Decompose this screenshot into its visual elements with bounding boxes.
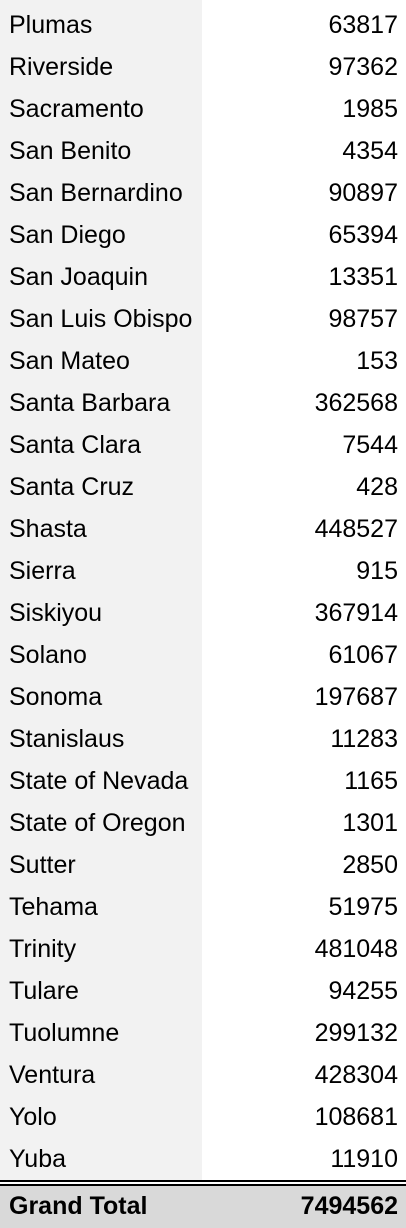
grand-total-value: 7494562	[300, 1192, 398, 1220]
row-value-cell: 367914	[314, 599, 398, 627]
row-value-cell: 1165	[344, 767, 398, 795]
table-row[interactable]: San Luis Obispo 98757	[0, 298, 406, 340]
row-label-cell: Siskiyou	[9, 599, 103, 627]
table-row[interactable]: State of Nevada 1165	[0, 760, 406, 802]
row-value-cell: 299132	[314, 1019, 398, 1047]
row-label-cell: State of Oregon	[9, 809, 186, 837]
row-label-cell: San Diego	[9, 221, 126, 249]
grand-total-label: Grand Total	[9, 1192, 148, 1220]
row-value-cell: 2850	[342, 851, 398, 879]
table-row[interactable]: San Bernardino 90897	[0, 172, 406, 214]
row-label-cell: Shasta	[9, 515, 87, 543]
row-label-cell: Santa Barbara	[9, 389, 171, 417]
table-row[interactable]: Sonoma 197687	[0, 676, 406, 718]
total-separator-top	[0, 1180, 406, 1182]
row-value-cell: 65394	[328, 221, 398, 249]
table-row[interactable]: Tulare 94255	[0, 970, 406, 1012]
row-label-cell: Yolo	[9, 1103, 57, 1131]
row-label-cell: Trinity	[9, 935, 77, 963]
row-value-cell: 90897	[328, 179, 398, 207]
row-label-cell: Solano	[9, 641, 87, 669]
row-value-cell: 1985	[342, 95, 398, 123]
row-label-cell: San Benito	[9, 137, 132, 165]
row-label-cell: Plumas	[9, 11, 93, 39]
row-label-cell: San Luis Obispo	[9, 305, 193, 333]
row-value-cell: 197687	[314, 683, 398, 711]
table-row[interactable]: Sutter 2850	[0, 844, 406, 886]
row-label-cell: Sutter	[9, 851, 76, 879]
table-row[interactable]: Solano 61067	[0, 634, 406, 676]
row-value-cell: 481048	[314, 935, 398, 963]
row-value-cell: 915	[356, 557, 398, 585]
table-row[interactable]: Trinity 481048	[0, 928, 406, 970]
table-row[interactable]: Tehama 51975	[0, 886, 406, 928]
row-label-cell: San Joaquin	[9, 263, 149, 291]
row-value-cell: 108681	[314, 1103, 398, 1131]
row-label-cell: Sierra	[9, 557, 76, 585]
row-label-cell: Tulare	[9, 977, 79, 1005]
table-row[interactable]: Santa Clara 7544	[0, 424, 406, 466]
table-row[interactable]: Yolo 108681	[0, 1096, 406, 1138]
row-label-cell: San Bernardino	[9, 179, 183, 207]
row-label-cell: Sonoma	[9, 683, 103, 711]
row-label-cell: Tehama	[9, 893, 98, 921]
row-value-cell: 61067	[328, 641, 398, 669]
row-value-cell: 4354	[342, 137, 398, 165]
row-label-cell: Santa Clara	[9, 431, 142, 459]
table-row[interactable]: Sacramento 1985	[0, 88, 406, 130]
row-value-cell: 98757	[328, 305, 398, 333]
table-row[interactable]: Santa Cruz 428	[0, 466, 406, 508]
row-value-cell: 1301	[342, 809, 398, 837]
row-value-cell: 94255	[328, 977, 398, 1005]
table-row[interactable]: Yuba 11910	[0, 1138, 406, 1180]
row-value-cell: 13351	[328, 263, 398, 291]
row-value-cell: 428304	[314, 1061, 398, 1089]
table-row[interactable]: Sierra 915	[0, 550, 406, 592]
row-value-cell: 448527	[314, 515, 398, 543]
row-label-cell: Ventura	[9, 1061, 96, 1089]
row-value-cell: 51975	[328, 893, 398, 921]
row-value-cell: 7544	[342, 431, 398, 459]
table-row[interactable]: Santa Barbara 362568	[0, 382, 406, 424]
pivot-rows: Plumas 63817 Riverside 97362 Sacramento 1985 S…	[0, 4, 406, 1180]
table-row[interactable]: Ventura 428304	[0, 1054, 406, 1096]
table-row[interactable]: Tuolumne 299132	[0, 1012, 406, 1054]
table-row[interactable]: State of Oregon 1301	[0, 802, 406, 844]
row-label-cell: Tuolumne	[9, 1019, 120, 1047]
grand-total-row[interactable]: Grand Total 7494562	[0, 1186, 406, 1228]
table-row[interactable]: San Benito 4354	[0, 130, 406, 172]
row-label-cell: San Mateo	[9, 347, 130, 375]
total-separator-bottom	[0, 1184, 406, 1186]
row-value-cell: 153	[356, 347, 398, 375]
row-value-cell: 428	[356, 473, 398, 501]
row-label-cell: Yuba	[9, 1145, 67, 1173]
table-row[interactable]: San Diego 65394	[0, 214, 406, 256]
table-row[interactable]: Plumas 63817	[0, 4, 406, 46]
row-label-cell: State of Nevada	[9, 767, 189, 795]
table-row[interactable]: Stanislaus 11283	[0, 718, 406, 760]
table-row[interactable]: Shasta 448527	[0, 508, 406, 550]
row-label-cell: Riverside	[9, 53, 114, 81]
row-value-cell: 63817	[328, 11, 398, 39]
table-row[interactable]: Siskiyou 367914	[0, 592, 406, 634]
row-label-cell: Sacramento	[9, 95, 144, 123]
row-value-cell: 362568	[314, 389, 398, 417]
row-value-cell: 11283	[330, 725, 398, 753]
table-row[interactable]: San Joaquin 13351	[0, 256, 406, 298]
table-row[interactable]: Riverside 97362	[0, 46, 406, 88]
row-label-cell: Stanislaus	[9, 725, 125, 753]
row-value-cell: 97362	[328, 53, 398, 81]
row-value-cell: 11910	[330, 1145, 398, 1173]
table-row[interactable]: San Mateo 153	[0, 340, 406, 382]
row-header-column	[0, 0, 202, 1180]
row-label-cell: Santa Cruz	[9, 473, 135, 501]
